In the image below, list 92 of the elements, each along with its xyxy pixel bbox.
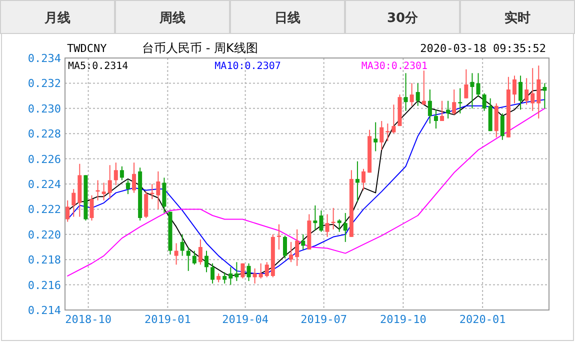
chart-title: 台币人民币 - 周K线图	[142, 41, 258, 55]
candlestick	[536, 65, 541, 119]
candlestick	[120, 166, 124, 181]
y-tick-label: 0.228	[28, 128, 61, 141]
candlestick	[264, 262, 269, 278]
candlestick	[482, 92, 486, 112]
text: 周线	[158, 11, 186, 26]
text: 2020-03-18 09:35:52	[420, 42, 546, 55]
y-tick-label: 0.220	[28, 228, 61, 242]
candlestick	[240, 262, 245, 279]
candlestick	[518, 75, 523, 110]
candlestick	[156, 170, 160, 210]
candlestick	[204, 250, 208, 273]
candlestick	[126, 180, 130, 195]
candlestick	[422, 70, 426, 106]
y-tick-label: 0.222	[28, 203, 61, 216]
candlestick	[66, 200, 70, 222]
text: 30分	[386, 11, 420, 26]
candlestick	[132, 162, 136, 194]
candlestick	[228, 266, 233, 286]
x-tick-label: 2018-10	[65, 313, 112, 326]
candlestick	[440, 100, 444, 122]
y-tick-label: 0.230	[28, 102, 61, 116]
x-tick-label: 2020-01	[459, 313, 506, 326]
candlestick	[313, 204, 318, 232]
candlestick	[355, 160, 360, 202]
x-tick-label: 2019-10	[380, 313, 426, 326]
candlestick	[392, 104, 396, 134]
candlestick	[476, 72, 480, 98]
y-tick-label: 0.234	[28, 52, 62, 65]
x-tick-label: 2019-01	[144, 313, 191, 326]
candlestick	[337, 218, 342, 232]
text: MA5:0.2314	[68, 61, 128, 72]
candlestick	[144, 191, 148, 219]
candlestick	[319, 210, 324, 232]
candlestick	[380, 120, 384, 150]
candlestick	[452, 89, 456, 116]
candlestick	[289, 241, 294, 263]
candlestick	[512, 75, 516, 104]
candlestick	[102, 182, 106, 201]
candlestick	[174, 242, 178, 266]
candlestick	[325, 214, 330, 238]
x-tick-label: 2019-04	[222, 313, 269, 326]
candlestick	[198, 238, 202, 266]
y-tick-label: 0.218	[28, 254, 61, 267]
candlestick	[222, 272, 227, 284]
candlestick	[108, 164, 112, 200]
y-tick-label: 0.216	[28, 278, 61, 292]
candlestick	[295, 228, 300, 266]
text: MA30:0.2301	[361, 61, 428, 72]
candlestick	[404, 72, 408, 112]
candlestick	[500, 112, 504, 140]
candlestick	[246, 262, 251, 282]
candlestick	[301, 234, 306, 250]
candlestick	[192, 250, 196, 266]
candlestick	[252, 268, 257, 284]
text: TWDCNY	[67, 42, 108, 55]
y-tick-label: 0.232	[28, 77, 61, 90]
candlestick	[276, 224, 281, 250]
text: MA10:0.2307	[214, 61, 281, 72]
candlestick	[458, 88, 462, 114]
candlestick	[428, 89, 432, 124]
candlestick	[234, 262, 239, 282]
text: 月线	[44, 11, 70, 26]
candlestick	[90, 194, 94, 222]
text: 实时	[504, 10, 530, 26]
candlestick	[162, 177, 166, 214]
y-tick-label: 0.214	[28, 304, 62, 317]
candlestick	[542, 82, 547, 109]
y-tick-label: 0.226	[28, 152, 61, 166]
candlestick	[386, 123, 390, 142]
candlestick	[210, 262, 215, 284]
candlestick	[434, 109, 438, 130]
candlestick	[446, 100, 450, 119]
candlestick	[464, 68, 468, 99]
candlestick	[114, 162, 118, 186]
candlestick	[524, 78, 529, 106]
candlestick	[72, 188, 76, 218]
candlestick	[470, 72, 474, 109]
candlestick	[258, 262, 263, 279]
candlestick	[530, 68, 535, 112]
candlestick	[186, 246, 190, 272]
candlestick	[343, 212, 348, 242]
x-tick-label: 2019-07	[300, 313, 348, 326]
candlestick	[374, 122, 378, 152]
candlestick	[180, 234, 184, 256]
candlestick	[410, 82, 414, 106]
candlestick	[416, 82, 420, 106]
y-tick-label: 0.224	[28, 178, 62, 191]
candlestick	[362, 168, 366, 191]
candlestick	[283, 235, 287, 259]
text: 日线	[274, 11, 300, 26]
